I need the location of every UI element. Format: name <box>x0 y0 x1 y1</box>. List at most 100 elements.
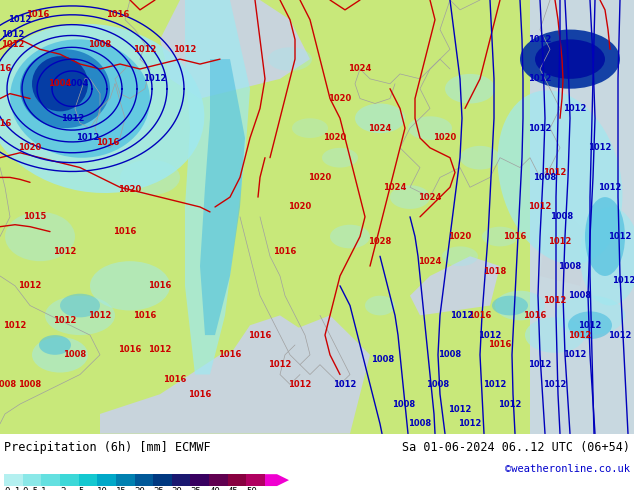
Text: ©weatheronline.co.uk: ©weatheronline.co.uk <box>505 465 630 474</box>
Text: 1004: 1004 <box>65 79 89 88</box>
Text: 1012: 1012 <box>268 360 292 369</box>
Text: 1008: 1008 <box>439 350 462 359</box>
Text: 1012: 1012 <box>18 281 42 290</box>
Bar <box>60 474 79 486</box>
Ellipse shape <box>10 39 150 158</box>
Text: 1012: 1012 <box>53 316 77 325</box>
Ellipse shape <box>268 48 312 71</box>
Text: 1020: 1020 <box>434 133 456 143</box>
Ellipse shape <box>32 56 88 111</box>
Text: 1012: 1012 <box>568 331 592 340</box>
Text: 1020: 1020 <box>119 185 141 194</box>
Text: 1012: 1012 <box>333 380 357 389</box>
Text: 1028: 1028 <box>368 237 392 246</box>
Ellipse shape <box>585 197 625 276</box>
Text: 1012: 1012 <box>588 144 612 152</box>
Text: 1016: 1016 <box>503 232 527 241</box>
Text: 1012: 1012 <box>143 74 167 83</box>
Text: 1018: 1018 <box>483 267 507 275</box>
Ellipse shape <box>292 118 328 138</box>
Text: 1008: 1008 <box>63 350 87 359</box>
Ellipse shape <box>445 74 495 103</box>
Polygon shape <box>100 316 370 434</box>
Text: 35: 35 <box>190 487 201 490</box>
Text: 1020: 1020 <box>288 202 312 212</box>
Ellipse shape <box>60 294 100 318</box>
Text: 1016: 1016 <box>133 311 157 320</box>
Text: 1012: 1012 <box>133 45 157 54</box>
Ellipse shape <box>520 29 620 89</box>
Text: 1020: 1020 <box>448 232 472 241</box>
Bar <box>134 474 153 486</box>
Text: 1004: 1004 <box>48 79 72 88</box>
Ellipse shape <box>498 90 623 265</box>
FancyArrow shape <box>265 474 289 486</box>
Text: 0.1: 0.1 <box>4 487 20 490</box>
Text: 1008: 1008 <box>88 40 112 49</box>
Polygon shape <box>530 0 634 434</box>
Text: 1: 1 <box>41 487 47 490</box>
Text: 1008: 1008 <box>550 212 574 221</box>
Ellipse shape <box>39 335 71 355</box>
Text: 30: 30 <box>172 487 183 490</box>
Text: 1008: 1008 <box>372 355 394 364</box>
Text: 1012: 1012 <box>61 114 85 123</box>
Ellipse shape <box>120 160 180 195</box>
Text: 1016: 1016 <box>0 65 11 74</box>
Ellipse shape <box>90 261 170 311</box>
Text: 1012: 1012 <box>543 296 567 305</box>
Text: 1008: 1008 <box>392 399 415 409</box>
Polygon shape <box>200 59 245 335</box>
Ellipse shape <box>580 207 634 306</box>
Ellipse shape <box>442 246 478 266</box>
Text: 25: 25 <box>153 487 164 490</box>
Text: 1024: 1024 <box>418 193 442 201</box>
Text: 1012: 1012 <box>483 380 507 389</box>
Text: 50: 50 <box>247 487 257 490</box>
Ellipse shape <box>390 185 430 209</box>
Ellipse shape <box>492 295 528 316</box>
Text: 1016: 1016 <box>273 247 297 256</box>
Bar <box>190 474 209 486</box>
Text: 1016: 1016 <box>96 138 120 147</box>
Text: 1012: 1012 <box>578 321 602 330</box>
Ellipse shape <box>0 24 204 193</box>
Bar <box>172 474 190 486</box>
Text: 1012: 1012 <box>564 104 586 113</box>
Text: 1012: 1012 <box>608 232 631 241</box>
Text: 1012: 1012 <box>1 40 25 49</box>
Text: 1024: 1024 <box>418 257 442 266</box>
Text: 1016: 1016 <box>488 341 512 349</box>
Ellipse shape <box>45 295 115 335</box>
Text: 1024: 1024 <box>368 123 392 133</box>
Text: 1008: 1008 <box>18 380 42 389</box>
Text: 1016: 1016 <box>113 227 137 236</box>
Text: 1012: 1012 <box>53 247 77 256</box>
Bar <box>116 474 134 486</box>
Polygon shape <box>160 0 310 98</box>
Bar <box>23 474 41 486</box>
Bar <box>97 474 116 486</box>
Text: 45: 45 <box>228 487 238 490</box>
Text: 1012: 1012 <box>528 202 552 212</box>
Text: 1012: 1012 <box>528 74 552 83</box>
Polygon shape <box>410 256 500 316</box>
Text: 1012: 1012 <box>148 345 172 354</box>
Text: 1012: 1012 <box>1 30 25 39</box>
Text: 1012: 1012 <box>8 15 32 24</box>
Text: 1012: 1012 <box>76 133 100 143</box>
Text: 20: 20 <box>134 487 145 490</box>
Ellipse shape <box>495 291 545 320</box>
Ellipse shape <box>20 49 110 128</box>
Text: 1012: 1012 <box>450 311 474 320</box>
Ellipse shape <box>355 103 405 133</box>
Text: Sa 01-06-2024 06..12 UTC (06+54): Sa 01-06-2024 06..12 UTC (06+54) <box>402 441 630 454</box>
Text: 1016: 1016 <box>469 311 492 320</box>
Text: 1008: 1008 <box>559 262 581 270</box>
Text: 1016: 1016 <box>0 119 11 128</box>
Text: 1020: 1020 <box>323 133 347 143</box>
Text: 1012: 1012 <box>498 399 522 409</box>
Text: 1015: 1015 <box>23 212 47 221</box>
Bar <box>247 474 265 486</box>
Text: 2: 2 <box>60 487 65 490</box>
